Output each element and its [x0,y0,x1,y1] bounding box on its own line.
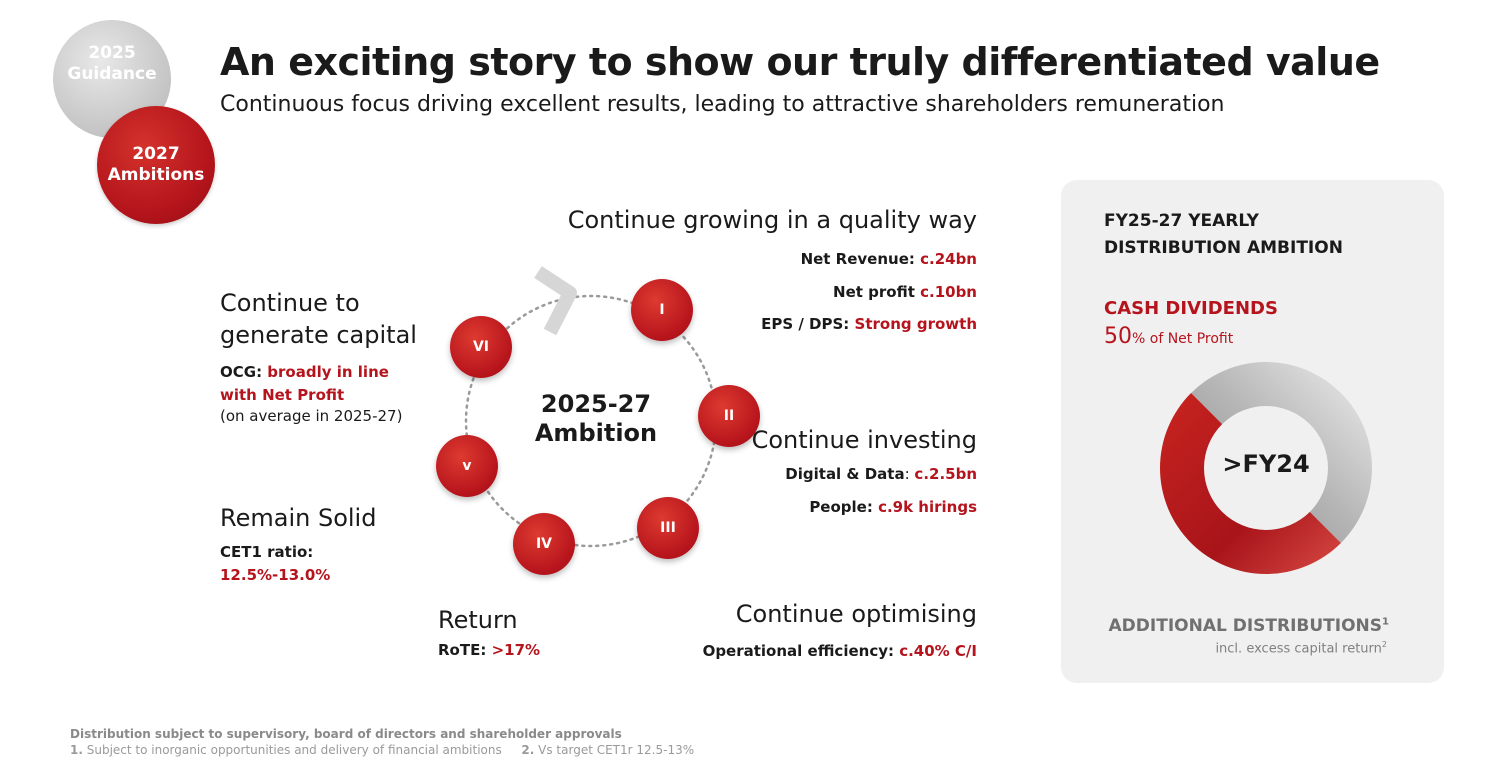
panel-title-2: DISTRIBUTION AMBITION [1104,238,1343,258]
cycle-node-1: I [631,279,693,341]
ocg-value-2: with Net Profit [220,386,345,404]
additional-text: ADDITIONAL DISTRIBUTIONS [1108,616,1383,636]
digital-line: Digital & Data: c.2.5bn [785,465,977,483]
center-line-1: 2025-27 [540,390,652,418]
cet1-value: 12.5%-13.0% [220,566,331,584]
capital-heading: Continue to generate capital [220,287,417,351]
grow-heading: Continue growing in a quality way [567,206,977,234]
donut-slice-cash-dividends [1160,393,1341,574]
badge-year: 2027 [132,144,180,164]
capital-heading-2: generate capital [220,321,417,349]
cycle-node-5: v [436,435,498,497]
excess-sup: 2 [1381,640,1387,649]
net-revenue-label: Net Revenue: [800,250,921,268]
capital-heading-1: Continue to [220,289,360,317]
distribution-panel [1061,180,1444,683]
payout-line: 50% of Net Profit [1104,324,1233,349]
invest-heading: Continue investing [751,426,977,454]
payout-value: 50 [1104,324,1132,349]
digital-sep: : [904,465,915,483]
eps-line: EPS / DPS: Strong growth [761,315,977,333]
cet1-label: CET1 ratio: [220,543,314,561]
eps-label: EPS / DPS: [761,315,855,333]
additional-sup: 1 [1382,616,1389,628]
badge-label: Guidance [67,64,157,84]
panel-title-1: FY25-27 YEARLY [1104,211,1259,231]
note1-text: Subject to inorganic opportunities and d… [82,743,502,757]
footnote-approvals: Distribution subject to supervisory, boa… [70,727,622,741]
cycle-node-2: II [698,385,760,447]
digital-label: Digital & Data [785,465,905,483]
cycle-node-3: III [637,497,699,559]
rote-value: >17% [491,641,541,659]
cycle-node-6: VI [450,316,512,378]
node-label: v [462,458,472,474]
note2-num: 2. [521,743,535,757]
node-label: VI [472,339,490,355]
cycle-center-label: 2025-27 Ambition [520,390,672,448]
efficiency-label: Operational efficiency: [702,642,900,660]
eps-value: Strong growth [854,315,977,333]
excess-text: incl. excess capital return [1215,641,1382,657]
node-label: I [659,302,665,318]
net-profit-line: Net profit c.10bn [833,283,977,301]
rote-line: RoTE: >17% [438,641,540,659]
net-revenue-value: c.24bn [920,250,977,268]
ocg-label: OCG: [220,363,268,381]
badge-label: Ambitions [107,165,205,185]
net-profit-value: c.10bn [920,283,977,301]
donut-slice-additional [1191,362,1372,543]
cycle-arrow-icon [534,266,577,336]
node-label: III [660,520,676,536]
distribution-donut [1160,362,1372,574]
digital-value: c.2.5bn [914,465,977,483]
efficiency-line: Operational efficiency: c.40% C/I [703,642,977,660]
ocg-line: OCG: broadly in line with Net Profit [220,361,389,407]
optimise-heading: Continue optimising [735,600,977,628]
page-title: An exciting story to show our truly diff… [220,40,1380,84]
cash-dividends-label: CASH DIVIDENDS [1104,298,1278,319]
people-value: c.9k hirings [878,498,977,516]
guidance-2025-badge: 2025 Guidance [53,20,171,138]
additional-distributions-label: ADDITIONAL DISTRIBUTIONS1 [1061,616,1389,636]
people-line: People: c.9k hirings [809,498,977,516]
note1-num: 1. [70,743,83,757]
note2-text: Vs target CET1r 12.5-13% [534,743,695,757]
solid-heading: Remain Solid [220,504,377,532]
return-heading: Return [438,606,518,634]
payout-suffix: % of Net Profit [1132,331,1234,347]
people-label: People: [809,498,879,516]
badge-year: 2025 [88,43,136,63]
footnote-notes: 1. Subject to inorganic opportunities an… [70,743,694,757]
net-revenue-line: Net Revenue: c.24bn [801,250,977,268]
donut-center-label: >FY24 [1222,450,1310,478]
excess-capital-label: incl. excess capital return2 [1061,640,1387,656]
rote-label: RoTE: [438,641,492,659]
ocg-note: (on average in 2025-27) [220,407,403,425]
node-label: II [723,408,735,424]
cycle-node-4: IV [513,513,575,575]
net-profit-label: Net profit [833,283,921,301]
ambitions-2027-badge: 2027 Ambitions [97,106,215,224]
efficiency-value: c.40% C/I [899,642,977,660]
page-subtitle: Continuous focus driving excellent resul… [220,92,1225,117]
center-line-2: Ambition [534,419,658,447]
ocg-value-1: broadly in line [267,363,389,381]
node-label: IV [535,536,553,552]
panel-title: FY25-27 YEARLY DISTRIBUTION AMBITION [1104,208,1343,262]
